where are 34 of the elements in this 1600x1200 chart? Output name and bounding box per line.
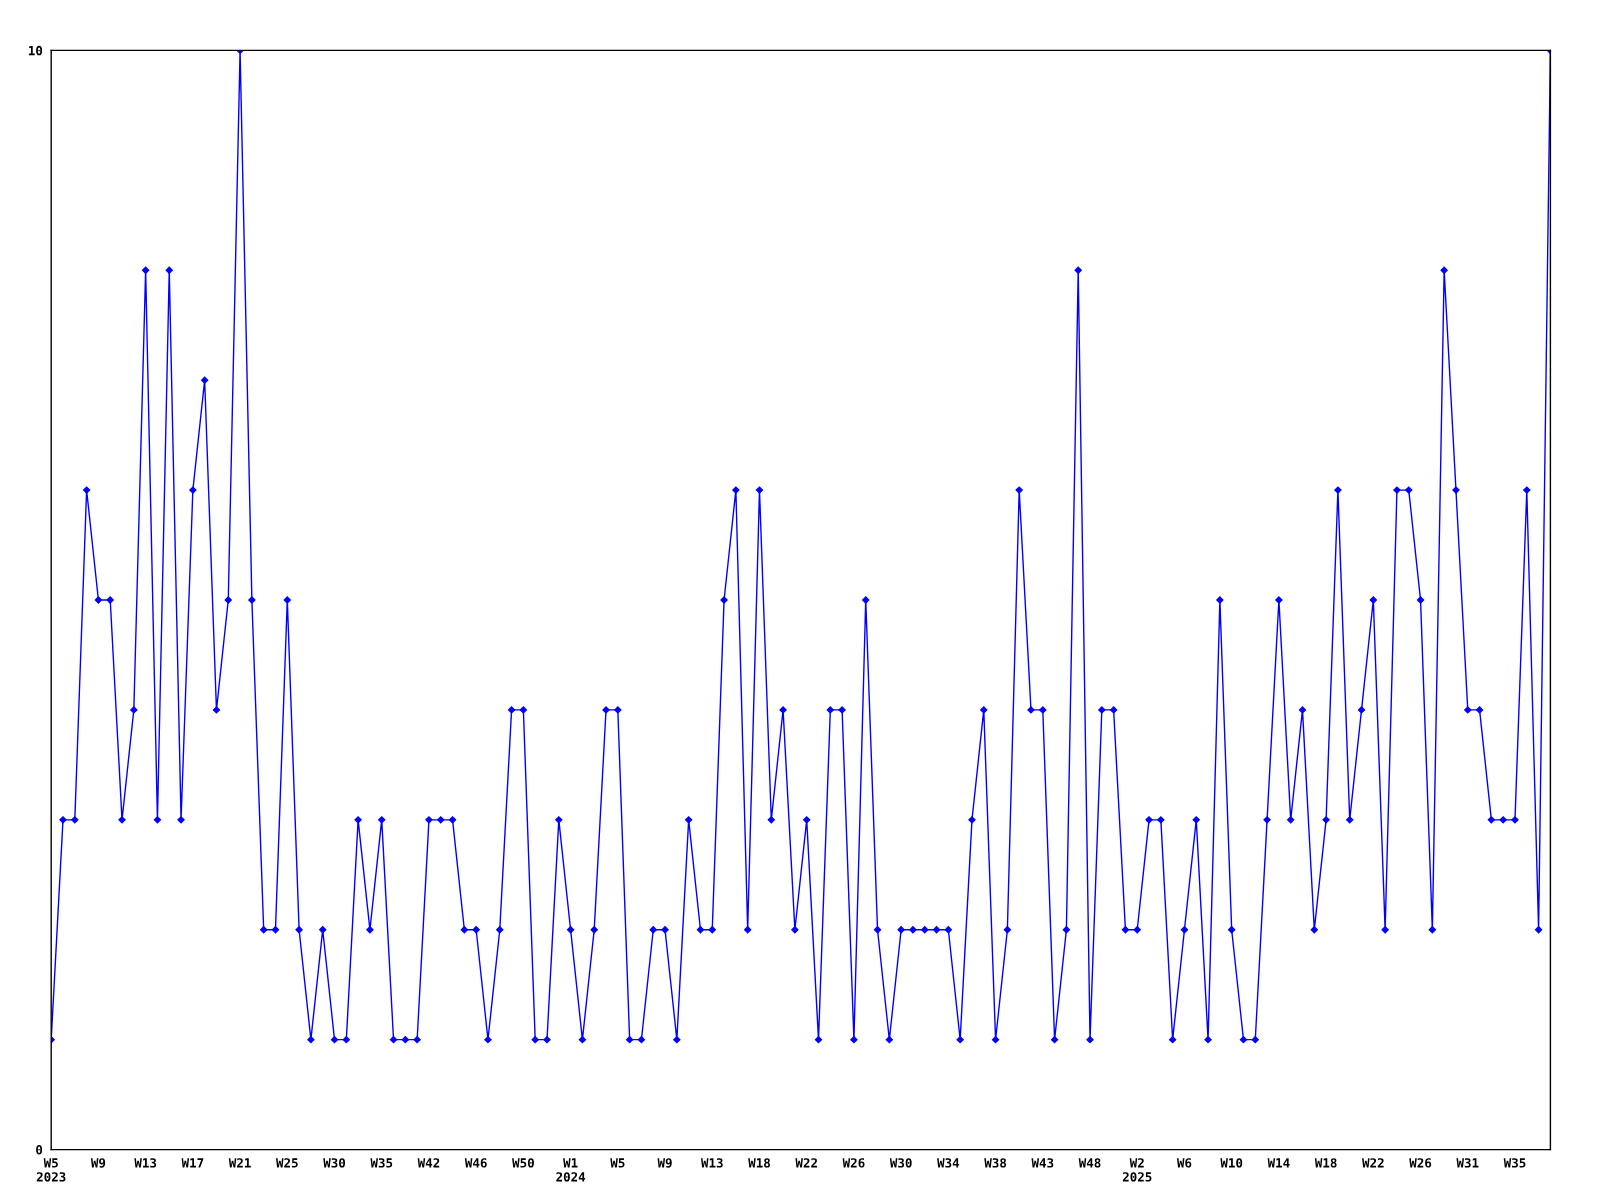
- x-tick-label: W22: [1362, 1158, 1384, 1168]
- x-tick-label: W34: [937, 1158, 960, 1168]
- x-tick-label: W30: [323, 1158, 346, 1168]
- x-tick-label: W26: [1409, 1158, 1432, 1168]
- x-tick-label: W5 2023: [36, 1158, 66, 1182]
- x-tick-label: W9: [90, 1158, 106, 1168]
- x-tick-label: W43: [1031, 1158, 1054, 1168]
- x-tick-label: W46: [464, 1158, 487, 1168]
- x-tick-label: W18: [1314, 1158, 1337, 1168]
- x-tick-label: W2 2025: [1122, 1158, 1152, 1182]
- x-tick-label: W35: [1503, 1158, 1526, 1168]
- x-tick-label: W26: [842, 1158, 865, 1168]
- x-tick-label: W10: [1220, 1158, 1243, 1168]
- x-tick-label: W13: [134, 1158, 157, 1168]
- x-tick-label: W35: [370, 1158, 393, 1168]
- x-tick-label: W42: [417, 1158, 440, 1168]
- x-tick-label: W38: [984, 1158, 1007, 1168]
- x-tick-label: W48: [1078, 1158, 1101, 1168]
- x-tick-label: W6: [1176, 1158, 1192, 1168]
- x-tick-label: W9: [657, 1158, 672, 1168]
- x-tick-label: W50: [512, 1158, 534, 1168]
- x-tick-label: W17: [181, 1158, 204, 1168]
- x-tick-label: W25: [276, 1158, 298, 1168]
- x-tick-label: W22: [795, 1158, 817, 1168]
- x-tick-label: W5: [610, 1158, 625, 1168]
- x-tick-label: W14: [1267, 1158, 1290, 1168]
- x-tick-label: W30: [889, 1158, 912, 1168]
- x-tick-label: W21: [228, 1158, 251, 1168]
- x-tick-label: W18: [748, 1158, 770, 1168]
- y-tick-label: 10: [28, 45, 43, 56]
- x-tick-label: W13: [700, 1158, 723, 1168]
- x-tick-label: W1 2024: [556, 1158, 586, 1182]
- x-tick-label: W31: [1456, 1158, 1479, 1168]
- y-tick-label: 0: [36, 1145, 43, 1155]
